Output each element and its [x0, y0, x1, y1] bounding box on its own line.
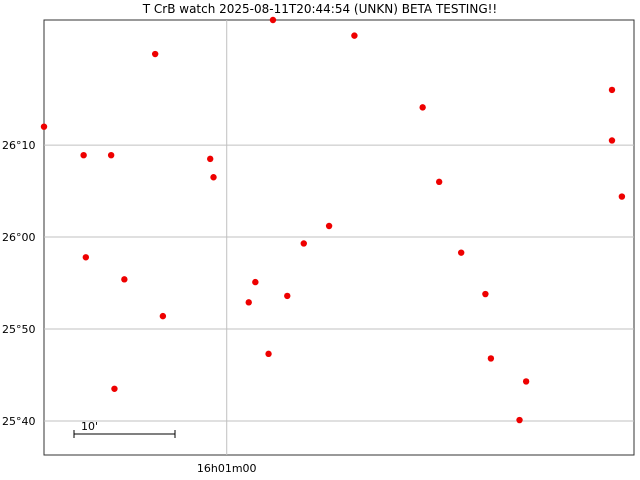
y-tick-label: 25°50 — [2, 323, 36, 336]
star-point — [482, 290, 489, 298]
star-point — [111, 385, 118, 392]
star-point — [159, 312, 167, 320]
star-point — [435, 178, 443, 186]
star-point — [300, 240, 307, 247]
star-point — [419, 104, 426, 111]
star-point — [210, 174, 217, 181]
star-point — [252, 278, 259, 286]
star-point — [121, 276, 128, 283]
field-stars — [40, 16, 626, 424]
chart-title: T CrB watch 2025-08-11T20:44:54 (UNKN) B… — [142, 2, 498, 16]
star-point — [107, 151, 115, 159]
star-point — [487, 355, 495, 362]
star-point — [80, 151, 87, 159]
star-point — [608, 137, 616, 144]
star-point — [522, 378, 530, 385]
star-point — [207, 155, 214, 163]
scale-bar: 10' — [73, 420, 176, 438]
star-point — [457, 249, 465, 256]
star-point — [351, 32, 358, 39]
star-point — [265, 350, 272, 358]
star-point — [516, 416, 523, 424]
y-tick-label: 26°10 — [2, 139, 36, 152]
star-point — [608, 86, 616, 94]
star-point — [82, 254, 90, 261]
star-point — [40, 123, 48, 130]
star-point — [325, 222, 333, 230]
star-point — [245, 299, 252, 306]
star-point — [284, 292, 291, 300]
star-point — [269, 16, 277, 24]
x-axis-ticks: 16h01m0016h00m0015h59m0015h58m00 — [197, 462, 257, 475]
grid-lines — [44, 20, 634, 455]
y-tick-label: 26°00 — [2, 231, 36, 244]
y-tick-label: 25°40 — [2, 415, 36, 428]
y-axis-ticks: 26°10 26°00 25°50 25°40 — [2, 139, 36, 428]
scale-bar-label: 10' — [81, 420, 98, 433]
star-point — [618, 193, 626, 200]
star-point — [151, 50, 159, 58]
x-tick-label: 16h01m00 — [197, 462, 257, 475]
